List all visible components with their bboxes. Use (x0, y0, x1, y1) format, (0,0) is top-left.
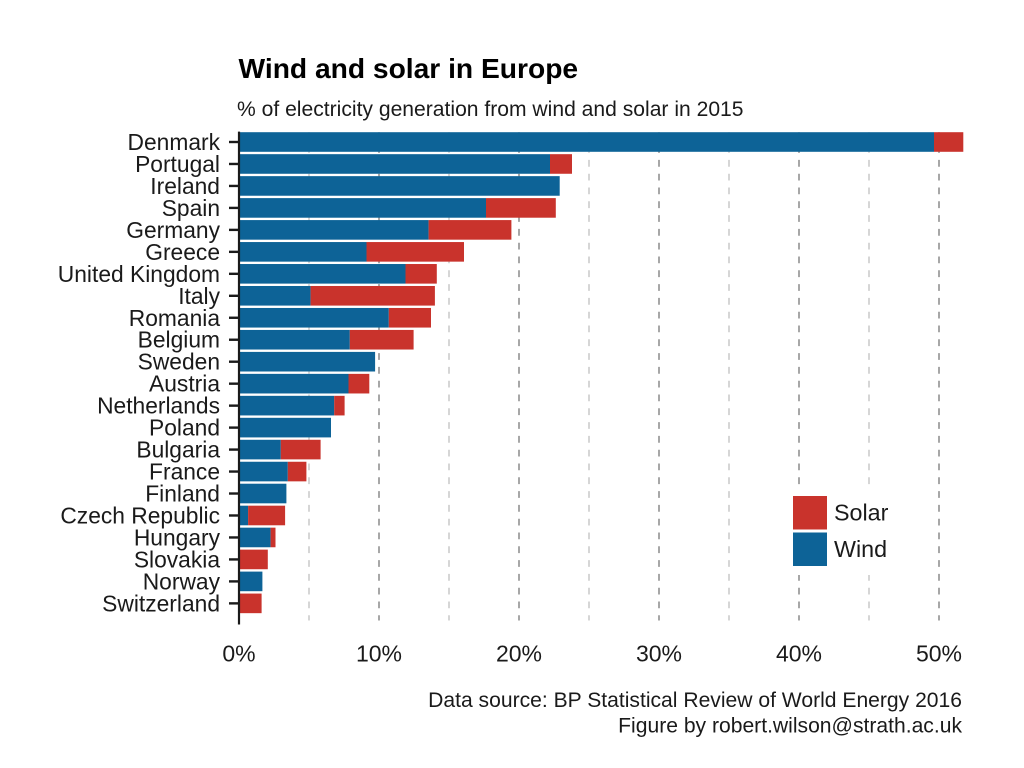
svg-text:Sweden: Sweden (138, 349, 220, 375)
svg-text:Czech Republic: Czech Republic (60, 502, 220, 528)
svg-text:Slovakia: Slovakia (134, 546, 220, 572)
svg-text:Ireland: Ireland (150, 173, 220, 199)
svg-text:Austria: Austria (149, 371, 220, 397)
svg-text:Italy: Italy (178, 283, 220, 309)
svg-text:20%: 20% (496, 641, 542, 667)
svg-text:Switzerland: Switzerland (102, 590, 220, 616)
svg-text:United Kingdom: United Kingdom (58, 261, 220, 287)
svg-text:30%: 30% (636, 641, 682, 667)
svg-text:Poland: Poland (149, 415, 220, 441)
svg-text:50%: 50% (916, 641, 962, 667)
svg-text:Greece: Greece (145, 239, 220, 265)
svg-text:Denmark: Denmark (128, 129, 221, 155)
svg-text:Wind and solar in Europe: Wind and solar in Europe (239, 52, 579, 84)
svg-text:0%: 0% (222, 641, 255, 667)
svg-text:Germany: Germany (126, 217, 220, 243)
svg-text:40%: 40% (776, 641, 822, 667)
svg-text:Data source: BP Statistical Re: Data source: BP Statistical Review of Wo… (428, 689, 962, 712)
svg-text:Figure by robert.wilson@strath: Figure by robert.wilson@strath.ac.uk (618, 715, 962, 738)
svg-text:10%: 10% (356, 641, 402, 667)
svg-text:Solar: Solar (834, 500, 889, 526)
svg-text:Portugal: Portugal (135, 151, 220, 177)
svg-text:Wind: Wind (834, 536, 887, 562)
svg-text:France: France (149, 459, 220, 485)
svg-text:Finland: Finland (145, 481, 220, 507)
svg-text:Bulgaria: Bulgaria (136, 437, 220, 463)
svg-text:Belgium: Belgium (138, 327, 220, 353)
svg-text:Romania: Romania (129, 305, 221, 331)
svg-text:Netherlands: Netherlands (97, 393, 220, 419)
svg-text:Spain: Spain (162, 195, 220, 221)
svg-text:Norway: Norway (143, 568, 221, 594)
svg-text:% of electricity generation fr: % of electricity generation from wind an… (237, 98, 744, 121)
svg-text:Hungary: Hungary (134, 524, 221, 550)
